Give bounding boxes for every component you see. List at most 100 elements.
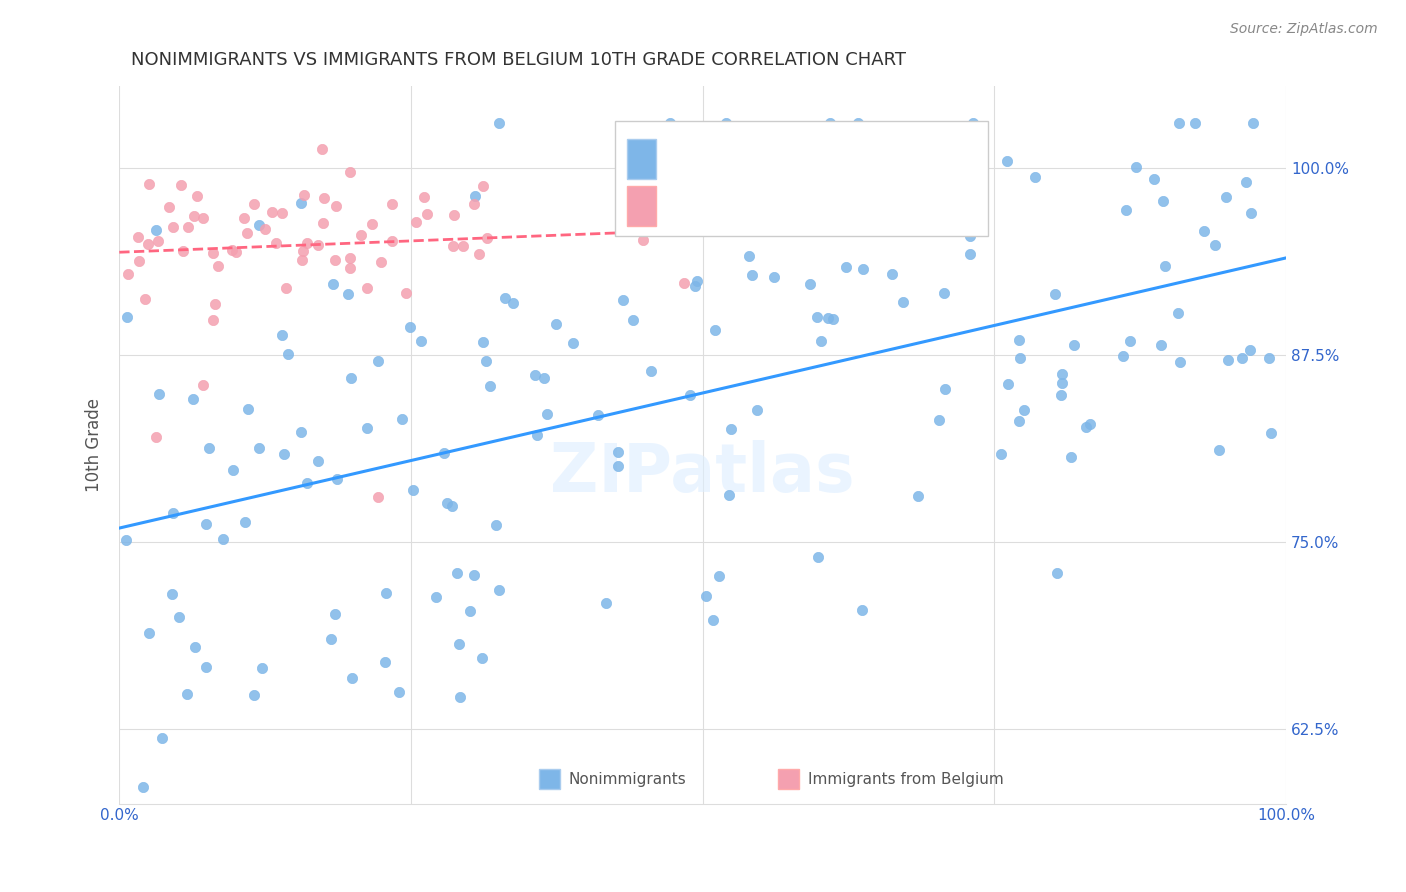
FancyBboxPatch shape	[779, 769, 800, 789]
Text: 158: 158	[866, 137, 904, 155]
Point	[292, 244, 315, 258]
Point	[117, 310, 139, 325]
Text: N =: N =	[807, 197, 848, 215]
Point	[307, 454, 329, 468]
Point	[1260, 426, 1282, 441]
Point	[183, 209, 205, 223]
Point	[1258, 351, 1281, 365]
Point	[526, 428, 548, 442]
Point	[381, 196, 404, 211]
Point	[411, 334, 433, 349]
Point	[741, 268, 763, 282]
Text: 0.045: 0.045	[725, 197, 783, 215]
Point	[204, 297, 226, 311]
Point	[806, 310, 828, 325]
Point	[127, 229, 149, 244]
Point	[136, 237, 159, 252]
Point	[134, 292, 156, 306]
Point	[494, 291, 516, 305]
Point	[673, 277, 696, 291]
Point	[290, 425, 312, 440]
Point	[852, 262, 875, 277]
Point	[475, 354, 498, 368]
Point	[1112, 349, 1135, 363]
Point	[356, 281, 378, 295]
Point	[183, 392, 205, 406]
Point	[370, 255, 392, 269]
Point	[247, 441, 270, 455]
Point	[193, 377, 215, 392]
Point	[405, 215, 427, 229]
Point	[745, 403, 768, 417]
Point	[117, 268, 139, 282]
Point	[375, 585, 398, 599]
Point	[194, 516, 217, 531]
Point	[236, 401, 259, 416]
Point	[195, 660, 218, 674]
Point	[823, 312, 845, 326]
Point	[1052, 376, 1074, 391]
Point	[290, 195, 312, 210]
Point	[807, 550, 830, 565]
Point	[290, 253, 312, 268]
Point	[799, 277, 821, 292]
Point	[893, 294, 915, 309]
Point	[458, 604, 481, 618]
Point	[1241, 116, 1264, 130]
Point	[176, 219, 198, 234]
Point	[932, 285, 955, 300]
Point	[339, 165, 361, 179]
Point	[339, 261, 361, 276]
Point	[718, 488, 741, 502]
Point	[1050, 368, 1073, 382]
Y-axis label: 10th Grade: 10th Grade	[86, 398, 103, 491]
Point	[391, 412, 413, 426]
Point	[659, 116, 682, 130]
Point	[640, 364, 662, 378]
Point	[326, 472, 349, 486]
Point	[502, 296, 524, 310]
Point	[159, 200, 181, 214]
Point	[292, 188, 315, 202]
Point	[356, 421, 378, 435]
Point	[1234, 175, 1257, 189]
Point	[367, 490, 389, 504]
Point	[336, 286, 359, 301]
Point	[307, 237, 329, 252]
Point	[322, 277, 344, 292]
Point	[464, 188, 486, 202]
Point	[311, 142, 333, 156]
Point	[146, 234, 169, 248]
Point	[835, 260, 858, 275]
Point	[184, 640, 207, 654]
Point	[1215, 190, 1237, 204]
Point	[1076, 420, 1098, 434]
Point	[243, 688, 266, 702]
Text: NONIMMIGRANTS VS IMMIGRANTS FROM BELGIUM 10TH GRADE CORRELATION CHART: NONIMMIGRANTS VS IMMIGRANTS FROM BELGIUM…	[131, 51, 905, 69]
Point	[236, 227, 259, 241]
Point	[479, 378, 502, 392]
Point	[425, 591, 447, 605]
Point	[633, 233, 655, 247]
Point	[475, 231, 498, 245]
Point	[264, 235, 287, 250]
Text: Source: ZipAtlas.com: Source: ZipAtlas.com	[1230, 22, 1378, 37]
Point	[323, 253, 346, 268]
Point	[243, 196, 266, 211]
Point	[709, 569, 731, 583]
Point	[763, 269, 786, 284]
Text: N =: N =	[807, 137, 848, 155]
FancyBboxPatch shape	[614, 121, 988, 236]
Point	[1043, 286, 1066, 301]
Point	[820, 116, 842, 130]
Point	[402, 483, 425, 498]
Point	[546, 317, 568, 331]
Point	[997, 376, 1019, 391]
Point	[1080, 417, 1102, 432]
Point	[277, 347, 299, 361]
Text: R =: R =	[668, 197, 707, 215]
Point	[1184, 116, 1206, 130]
Point	[340, 371, 363, 385]
Point	[225, 244, 247, 259]
Point	[1125, 161, 1147, 175]
